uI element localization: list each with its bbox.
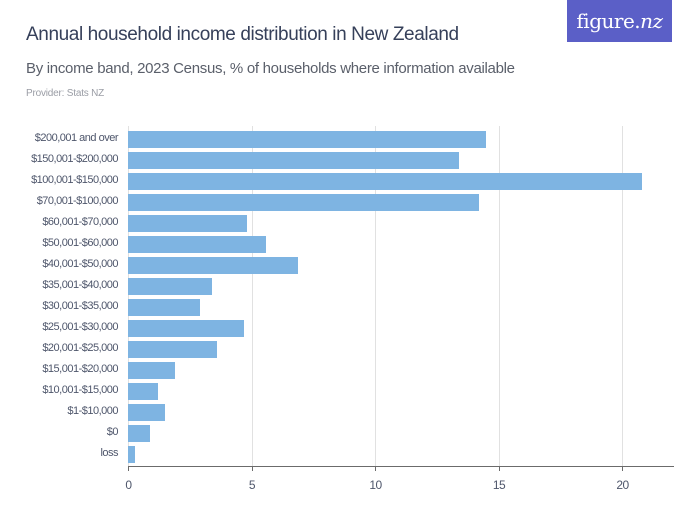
x-tick-label: 10 bbox=[369, 478, 382, 492]
x-tick-label: 15 bbox=[492, 478, 506, 492]
bar[interactable] bbox=[128, 446, 136, 463]
bar[interactable] bbox=[128, 131, 487, 148]
bar[interactable] bbox=[128, 341, 217, 358]
category-label: $15,001-$20,000 bbox=[42, 363, 118, 375]
x-tick bbox=[251, 466, 253, 471]
figure-nz-logo[interactable]: figure. nz bbox=[567, 0, 672, 42]
x-tick-label: 20 bbox=[616, 478, 629, 492]
category-label: $35,001-$40,000 bbox=[42, 279, 118, 291]
bar[interactable] bbox=[128, 278, 212, 295]
category-label: $50,001-$60,000 bbox=[42, 237, 118, 249]
category-label: $100,001-$150,000 bbox=[31, 174, 118, 186]
bar[interactable] bbox=[128, 215, 247, 232]
category-label: $200,001 and over bbox=[34, 132, 119, 144]
gridline bbox=[498, 126, 500, 466]
x-tick bbox=[622, 466, 623, 471]
bar[interactable] bbox=[128, 320, 245, 337]
chart-subtitle: By income band, 2023 Census, % of househ… bbox=[26, 60, 515, 77]
category-label: loss bbox=[100, 447, 118, 459]
bar[interactable] bbox=[128, 404, 166, 421]
x-tick-label: 0 bbox=[125, 478, 132, 492]
category-label: $70,001-$100,000 bbox=[36, 195, 119, 207]
bar[interactable] bbox=[128, 425, 151, 442]
gridline bbox=[622, 126, 623, 466]
gridline bbox=[251, 126, 253, 466]
bar[interactable] bbox=[128, 152, 459, 169]
bar[interactable] bbox=[128, 299, 200, 316]
category-label: $30,001-$35,000 bbox=[42, 300, 118, 312]
bar[interactable] bbox=[128, 383, 158, 400]
bar[interactable] bbox=[128, 194, 479, 211]
category-label: $10,001-$15,000 bbox=[42, 384, 118, 396]
bar[interactable] bbox=[128, 173, 642, 190]
category-label: $40,001-$50,000 bbox=[42, 258, 118, 270]
chart-title: Annual household income distribution in … bbox=[26, 24, 459, 45]
x-tick-label: 5 bbox=[248, 478, 256, 492]
logo-text: figure. bbox=[576, 9, 641, 33]
category-label: $1-$10,000 bbox=[67, 405, 118, 417]
category-label: $150,001-$200,000 bbox=[31, 153, 118, 165]
category-label: $60,001-$70,000 bbox=[42, 216, 118, 228]
y-axis-line bbox=[128, 126, 129, 466]
category-label: $0 bbox=[106, 426, 119, 438]
category-label: $25,001-$30,000 bbox=[42, 321, 118, 333]
x-tick bbox=[128, 466, 129, 471]
gridline bbox=[375, 126, 376, 466]
x-tick bbox=[375, 466, 376, 471]
bar[interactable] bbox=[128, 362, 175, 379]
bar[interactable] bbox=[128, 257, 299, 274]
bar[interactable] bbox=[128, 236, 267, 253]
logo-suffix: nz bbox=[640, 9, 663, 33]
category-label: $20,001-$25,000 bbox=[42, 342, 118, 354]
x-tick bbox=[498, 466, 500, 471]
provider-label: Provider: Stats NZ bbox=[26, 88, 105, 99]
x-axis-line bbox=[128, 466, 674, 467]
